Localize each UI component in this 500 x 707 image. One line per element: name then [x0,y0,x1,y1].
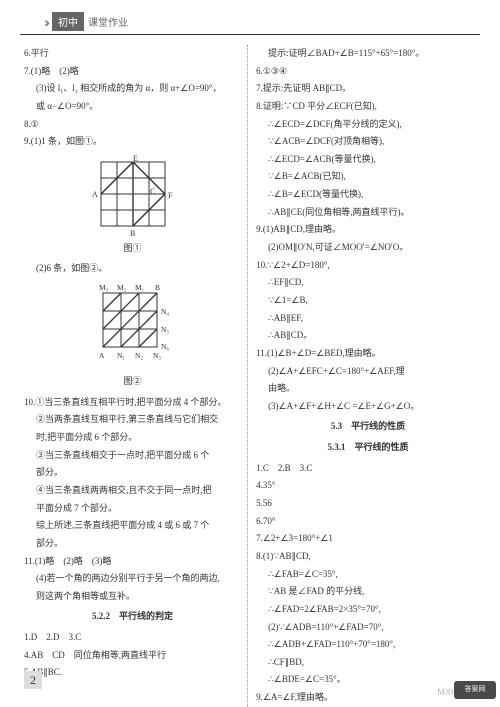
text-line: (2)∠A+∠EFC+∠C=180°+∠AEF,理 [256,363,480,380]
figure-2: M₃ M₂ M₁ B N₄ N₅ N₆ A N₁ N₂ N₃ 图② [24,281,241,390]
text-line: 提示:证明∠BAD+∠B=115°+65°=180°。 [256,45,480,62]
text-line: 5.56 [256,495,480,512]
text-line: ∴∠ECD=∠DCF(角平分线的定义), [256,116,480,133]
text-line: (3)设 l₁、l₂ 相交所成的角为 α，则 α+∠O=90°， [24,80,241,97]
text-line: ∵AB 是∠FAD 的平分线, [256,583,480,600]
header-box: 初中 [52,12,84,31]
svg-text:B: B [155,283,160,292]
text-line: (4)若一个角的两边分别平行于另一个角的两边, [24,570,241,587]
text-line: 6.70° [256,513,480,530]
text-line: 5.AB∥BC. [24,664,241,681]
label-C: C [150,187,155,196]
text-line: 8.① [24,116,241,133]
text-line: ∵∠1=∠B, [256,292,480,309]
svg-text:A: A [99,351,105,360]
grid-diagram-icon: E A C F B [88,154,178,238]
text-line: ∴CF∥BD, [256,654,480,671]
text-line: 部分。 [24,535,241,552]
text-line: 11.(1)略 (2)略 (3)略 [24,553,241,570]
text-line: ∴∠B=∠ECD(等量代换), [256,186,480,203]
text-line: 8.(1)∵AB∥CD, [256,548,480,565]
header-text: 课堂作业 [88,14,128,29]
left-column: 6.平行 7.(1)略 (2)略 (3)设 l₁、l₂ 相交所成的角为 α，则 … [24,45,248,707]
svg-text:M₁: M₁ [135,283,145,292]
section-title: 5.3.1 平行线的性质 [256,439,480,456]
text-line: (3)∠A+∠F+∠H+∠C =∠E+∠G+∠O。 [256,398,480,415]
svg-text:N₁: N₁ [117,351,125,360]
svg-text:N₄: N₄ [161,307,169,316]
text-line: 11.(1)∠B+∠D=∠BED,理由略。 [256,345,480,362]
text-line: ∵∠ACB=∠DCF(对顶角相等), [256,133,480,150]
text-line: 部分。 [24,464,241,481]
text-line: 9.(1)AB∥CD,理由略。 [256,221,480,238]
text-line: 或 α−∠O=90°。 [24,98,241,115]
svg-text:N₅: N₅ [161,325,169,334]
svg-text:M₂: M₂ [117,283,127,292]
corner-badge: 答案网 [454,681,496,699]
text-line: 4.35° [256,477,480,494]
page-header: ››› 初中 课堂作业 [20,0,480,35]
text-line: 6.①③④ [256,63,480,80]
text-line: 7.(1)略 (2)略 [24,63,241,80]
figure-caption: 图① [24,240,241,257]
text-line: 10.∵∠2+∠D=180°, [256,257,480,274]
text-line: (2)6 条，如图②。 [24,260,241,277]
right-column: 提示:证明∠BAD+∠B=115°+65°=180°。 6.①③④ 7.提示:先… [256,45,480,707]
page-number: 2 [24,671,42,689]
text-line: ∴∠FAD=2∠FAB=2×35°=70°, [256,601,480,618]
text-line: ∴AB∥EF, [256,310,480,327]
text-line: 由略。 [256,380,480,397]
text-line: 时,把平面分成 6 个部分。 [24,429,241,446]
text-line: 1.C 2.B 3.C [256,460,480,477]
text-line: ∴∠FAB=∠C=35°, [256,566,480,583]
text-line: 4.AB CD 同位角相等,两直线平行 [24,647,241,664]
text-line: 则这两个角相等或互补。 [24,588,241,605]
text-line: 平面分成 7 个部分。 [24,500,241,517]
svg-text:N₆: N₆ [161,342,169,351]
grid-diagram-icon: M₃ M₂ M₁ B N₄ N₅ N₆ A N₁ N₂ N₃ [75,281,190,371]
text-line: ∴AB∥CE(同位角相等,两直线平行)。 [256,204,480,221]
text-line: ∵∠B=∠ACB(已知), [256,168,480,185]
text-line: 综上所述,三条直线把平面分成 4 或 6 或 7 个 [24,517,241,534]
section-title: 5.2.2 平行线的判定 [24,608,241,625]
text-line: ∴∠BDE=∠C=35°。 [256,671,480,688]
text-line: (2)∵∠ADB=110°+∠FAD=70°, [256,619,480,636]
text-line: ②当两条直线互相平行,第三条直线与它们相交 [24,411,241,428]
label-F: F [168,191,173,200]
text-line: 7.∠2+∠3=180°+∠1 [256,530,480,547]
chevron-icon: ››› [44,14,46,30]
text-line: ∴∠ECD=∠ACB(等量代换), [256,151,480,168]
svg-text:N₃: N₃ [153,351,161,360]
label-E: E [133,154,138,163]
svg-text:M₃: M₃ [99,283,109,292]
label-B: B [130,229,135,238]
text-line: ④当三条直线两两相交,且不交于同一点时,把 [24,482,241,499]
text-line: ③当三条直线相交于一点时,把平面分成 6 个 [24,447,241,464]
label-A: A [92,190,98,199]
section-title: 5.3 平行线的性质 [256,418,480,435]
text-line: ∴EF∥CD, [256,274,480,291]
text-line: ∴∠ADB+∠FAD=110°+70°=180°, [256,636,480,653]
text-line: ∴AB∥CD。 [256,327,480,344]
text-line: 9.(1)1 条，如图①。 [24,133,241,150]
figure-1: E A C F B 图① [24,154,241,257]
text-line: (2)OM∥O′N,可证∠MOO′=∠NO′O。 [256,239,480,256]
text-line: 1.D 2.D 3.C [24,629,241,646]
text-line: 6.平行 [24,45,241,62]
content-area: 6.平行 7.(1)略 (2)略 (3)设 l₁、l₂ 相交所成的角为 α，则 … [0,35,500,707]
text-line: 7.提示:先证明 AB∥CD。 [256,80,480,97]
figure-caption: 图② [24,373,241,390]
text-line: 8.证明:∵CD 平分∠ECF(已知), [256,98,480,115]
text-line: 10.①当三条直线互相平行时,把平面分成 4 个部分。 [24,394,241,411]
svg-text:N₂: N₂ [135,351,143,360]
